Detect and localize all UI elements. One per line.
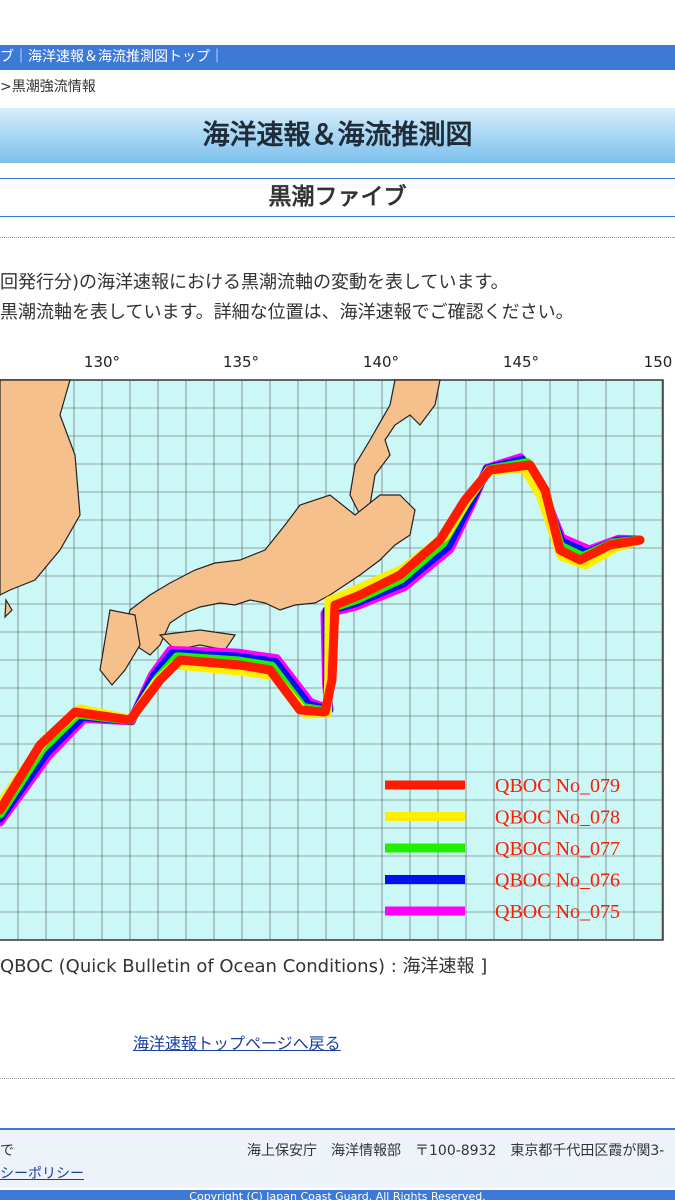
description: 回発行分)の海洋速報における黒潮流軸の変動を表しています。 xyxy=(0,272,509,293)
footer-address: 海上保安庁 海洋情報部 〒100-8932 東京都千代田区霞が関3- xyxy=(247,1143,665,1159)
caption: QBOC (Quick Bulletin of Ocean Conditions… xyxy=(0,956,488,977)
legend-label: QBOC No_077 xyxy=(495,838,620,860)
copyright: Copyright (C) Japan Coast Guard. All Rig… xyxy=(0,1190,675,1200)
longitude-label: 140° xyxy=(363,353,399,371)
legend-label: QBOC No_076 xyxy=(495,870,620,892)
section-title: 黒潮ファイブ xyxy=(0,178,675,217)
longitude-label: 145° xyxy=(503,353,539,371)
longitude-label: 150 xyxy=(644,353,673,371)
legend: QBOC No_079 QBOC No_078 QBOC No_077 QBOC No… xyxy=(385,775,620,923)
legend-label: QBOC No_075 xyxy=(495,901,620,923)
divider xyxy=(0,237,675,238)
divider xyxy=(0,1078,675,1079)
footer-text: で xyxy=(0,1143,14,1159)
longitude-label: 130° xyxy=(84,353,120,371)
legend-label: QBOC No_078 xyxy=(495,807,620,829)
breadcrumb[interactable]: >黒潮強流情報 xyxy=(0,79,96,95)
description: 黒潮流軸を表しています。詳細な位置は、海洋速報でご確認ください。 xyxy=(0,302,574,323)
legend-label: QBOC No_079 xyxy=(495,775,620,797)
current-axes xyxy=(0,453,645,827)
policy-link[interactable]: シーポリシー xyxy=(0,1166,84,1182)
page-title: 海洋速報＆海流推測図 xyxy=(0,108,675,163)
land xyxy=(0,379,441,686)
footer: で シーポリシー 海上保安庁 海洋情報部 〒100-8932 東京都千代田区霞が… xyxy=(0,1128,675,1188)
back-link[interactable]: 海洋速報トップページへ戻る xyxy=(133,1034,341,1053)
longitude-labels: 130° 135° 140° 145° 150 xyxy=(84,353,672,371)
current-axis xyxy=(0,460,645,815)
longitude-label: 135° xyxy=(223,353,259,371)
nav-bar[interactable]: ブ｜海洋速報＆海流推測図トップ｜ xyxy=(0,45,675,70)
